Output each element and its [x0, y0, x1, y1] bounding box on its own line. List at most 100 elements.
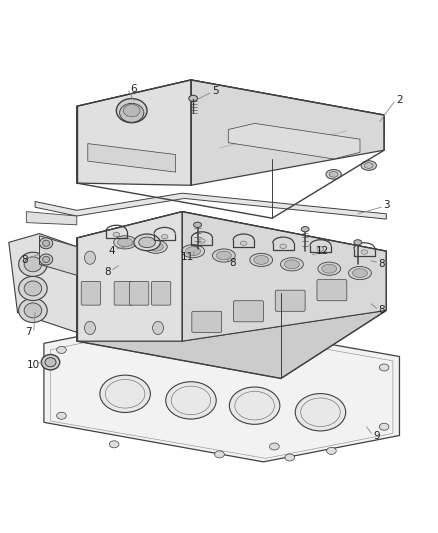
Polygon shape [182, 212, 385, 341]
Ellipse shape [188, 95, 197, 101]
Ellipse shape [39, 254, 53, 265]
Ellipse shape [18, 298, 47, 322]
Ellipse shape [284, 260, 299, 269]
Ellipse shape [234, 327, 244, 335]
Ellipse shape [109, 441, 119, 448]
Ellipse shape [134, 234, 160, 251]
Ellipse shape [279, 244, 286, 248]
Ellipse shape [229, 387, 279, 424]
Ellipse shape [300, 227, 308, 232]
Text: 4: 4 [108, 246, 115, 256]
Ellipse shape [353, 240, 361, 245]
Polygon shape [39, 236, 77, 275]
Text: 7: 7 [25, 327, 32, 337]
Ellipse shape [294, 393, 345, 431]
Ellipse shape [84, 321, 95, 335]
Ellipse shape [57, 346, 66, 353]
Text: 11: 11 [181, 252, 194, 262]
Polygon shape [228, 123, 359, 159]
Ellipse shape [148, 243, 163, 251]
Ellipse shape [45, 358, 56, 367]
Polygon shape [191, 80, 383, 185]
Ellipse shape [253, 255, 268, 264]
Ellipse shape [249, 253, 272, 266]
Ellipse shape [214, 451, 224, 458]
Ellipse shape [284, 454, 294, 461]
FancyBboxPatch shape [316, 280, 346, 301]
FancyBboxPatch shape [81, 281, 100, 305]
Ellipse shape [352, 269, 367, 278]
Ellipse shape [212, 249, 235, 262]
Polygon shape [35, 193, 385, 219]
Text: 8: 8 [229, 258, 236, 268]
Ellipse shape [193, 222, 201, 228]
FancyBboxPatch shape [275, 290, 304, 311]
Ellipse shape [161, 235, 167, 239]
Ellipse shape [166, 382, 216, 419]
Ellipse shape [138, 237, 155, 248]
Ellipse shape [39, 238, 53, 249]
Ellipse shape [24, 281, 42, 296]
Ellipse shape [325, 169, 341, 179]
Text: 12: 12 [315, 246, 328, 256]
Ellipse shape [24, 257, 42, 272]
Ellipse shape [326, 447, 336, 455]
Ellipse shape [116, 99, 147, 123]
Ellipse shape [216, 251, 231, 260]
Polygon shape [77, 212, 385, 293]
Text: 3: 3 [382, 200, 389, 210]
Text: 5: 5 [211, 86, 218, 96]
Ellipse shape [240, 241, 246, 245]
FancyBboxPatch shape [129, 281, 148, 305]
Ellipse shape [117, 238, 132, 247]
Ellipse shape [181, 245, 204, 258]
Ellipse shape [269, 443, 279, 450]
Polygon shape [26, 212, 77, 225]
Ellipse shape [364, 163, 372, 168]
Ellipse shape [317, 262, 340, 275]
Ellipse shape [360, 250, 367, 254]
FancyBboxPatch shape [114, 281, 133, 305]
Text: 8: 8 [104, 267, 111, 277]
Text: 8: 8 [21, 255, 28, 265]
Ellipse shape [316, 247, 323, 251]
Text: 8: 8 [378, 305, 385, 316]
Text: 6: 6 [130, 84, 137, 94]
Polygon shape [88, 143, 175, 172]
FancyBboxPatch shape [233, 301, 263, 322]
Ellipse shape [42, 240, 49, 246]
Polygon shape [44, 317, 399, 462]
Ellipse shape [24, 303, 42, 318]
Text: 8: 8 [378, 260, 385, 269]
Ellipse shape [378, 423, 388, 430]
Ellipse shape [99, 375, 150, 413]
Polygon shape [77, 310, 385, 378]
Ellipse shape [328, 172, 337, 177]
Ellipse shape [168, 322, 178, 329]
Ellipse shape [378, 364, 388, 371]
FancyBboxPatch shape [151, 281, 170, 305]
Ellipse shape [18, 252, 47, 277]
Ellipse shape [42, 256, 49, 263]
Ellipse shape [113, 236, 136, 249]
Ellipse shape [57, 412, 66, 419]
Ellipse shape [321, 264, 336, 273]
Polygon shape [77, 80, 383, 159]
Polygon shape [9, 233, 77, 333]
Polygon shape [77, 80, 191, 185]
Ellipse shape [84, 251, 95, 264]
Ellipse shape [360, 161, 375, 171]
Ellipse shape [113, 232, 119, 237]
Ellipse shape [348, 266, 371, 280]
Ellipse shape [123, 104, 140, 117]
Ellipse shape [119, 103, 144, 122]
Ellipse shape [144, 240, 167, 253]
Ellipse shape [185, 247, 200, 255]
Text: 9: 9 [372, 431, 379, 440]
Ellipse shape [41, 354, 60, 370]
Ellipse shape [152, 321, 163, 335]
Ellipse shape [198, 239, 205, 243]
Text: 2: 2 [395, 95, 402, 104]
Ellipse shape [280, 258, 303, 271]
Text: 10: 10 [26, 360, 39, 370]
